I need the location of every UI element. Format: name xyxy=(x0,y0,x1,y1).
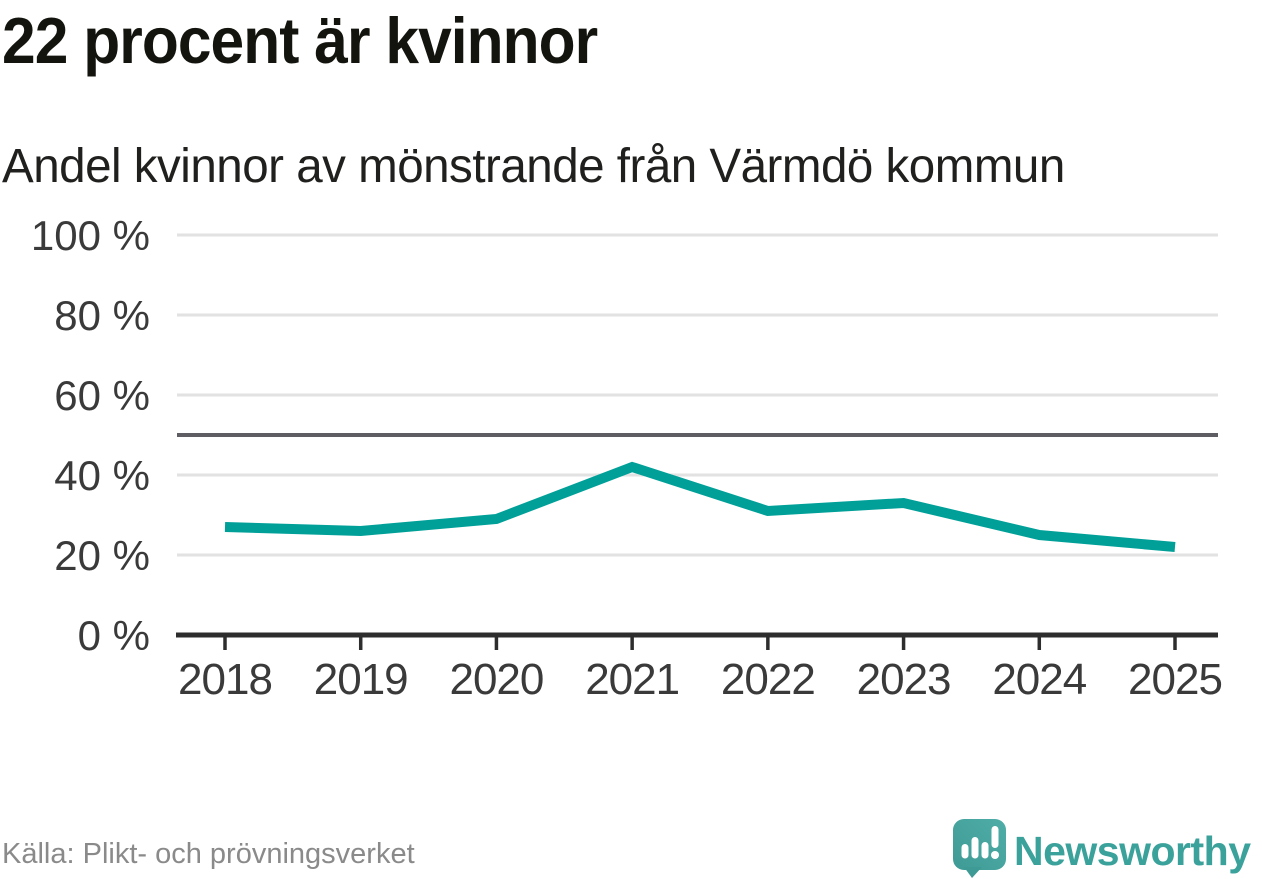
x-tick-label: 2024 xyxy=(992,655,1086,704)
data-line xyxy=(224,461,1176,552)
x-tick-label: 2025 xyxy=(1128,655,1222,704)
y-tick-label: 0 % xyxy=(78,612,150,659)
source-note: Källa: Plikt- och prövningsverket xyxy=(2,838,415,870)
newsworthy-logo-icon xyxy=(953,819,1006,878)
x-tick-label: 2021 xyxy=(585,655,679,704)
y-tick-label: 100 % xyxy=(31,212,150,259)
brand-wordmark: Newsworthy xyxy=(1014,828,1251,874)
x-tick-label: 2022 xyxy=(721,655,815,704)
x-tick-label: 2023 xyxy=(857,655,951,704)
chart-subtitle: Andel kvinnor av mönstrande från Värmdö … xyxy=(2,140,1065,193)
newsworthy-logo: Newsworthy xyxy=(953,819,1258,879)
y-tick-label: 40 % xyxy=(54,452,150,499)
x-tick-label: 2019 xyxy=(314,655,408,704)
line-chart: 0 % 20 % 40 % 60 % 80 % 100 % 2018 2019 2020 2021… xyxy=(31,212,1223,704)
y-tick-label: 60 % xyxy=(54,372,150,419)
bar-chart-glyph xyxy=(961,826,999,859)
y-tick-label: 20 % xyxy=(54,532,150,579)
page-title: 22 procent är kvinnor xyxy=(2,4,598,77)
speech-bubble-tail xyxy=(964,867,982,878)
y-tick-label: 80 % xyxy=(54,292,150,339)
x-tick-label: 2020 xyxy=(449,655,543,704)
x-tick-label: 2018 xyxy=(178,655,272,704)
